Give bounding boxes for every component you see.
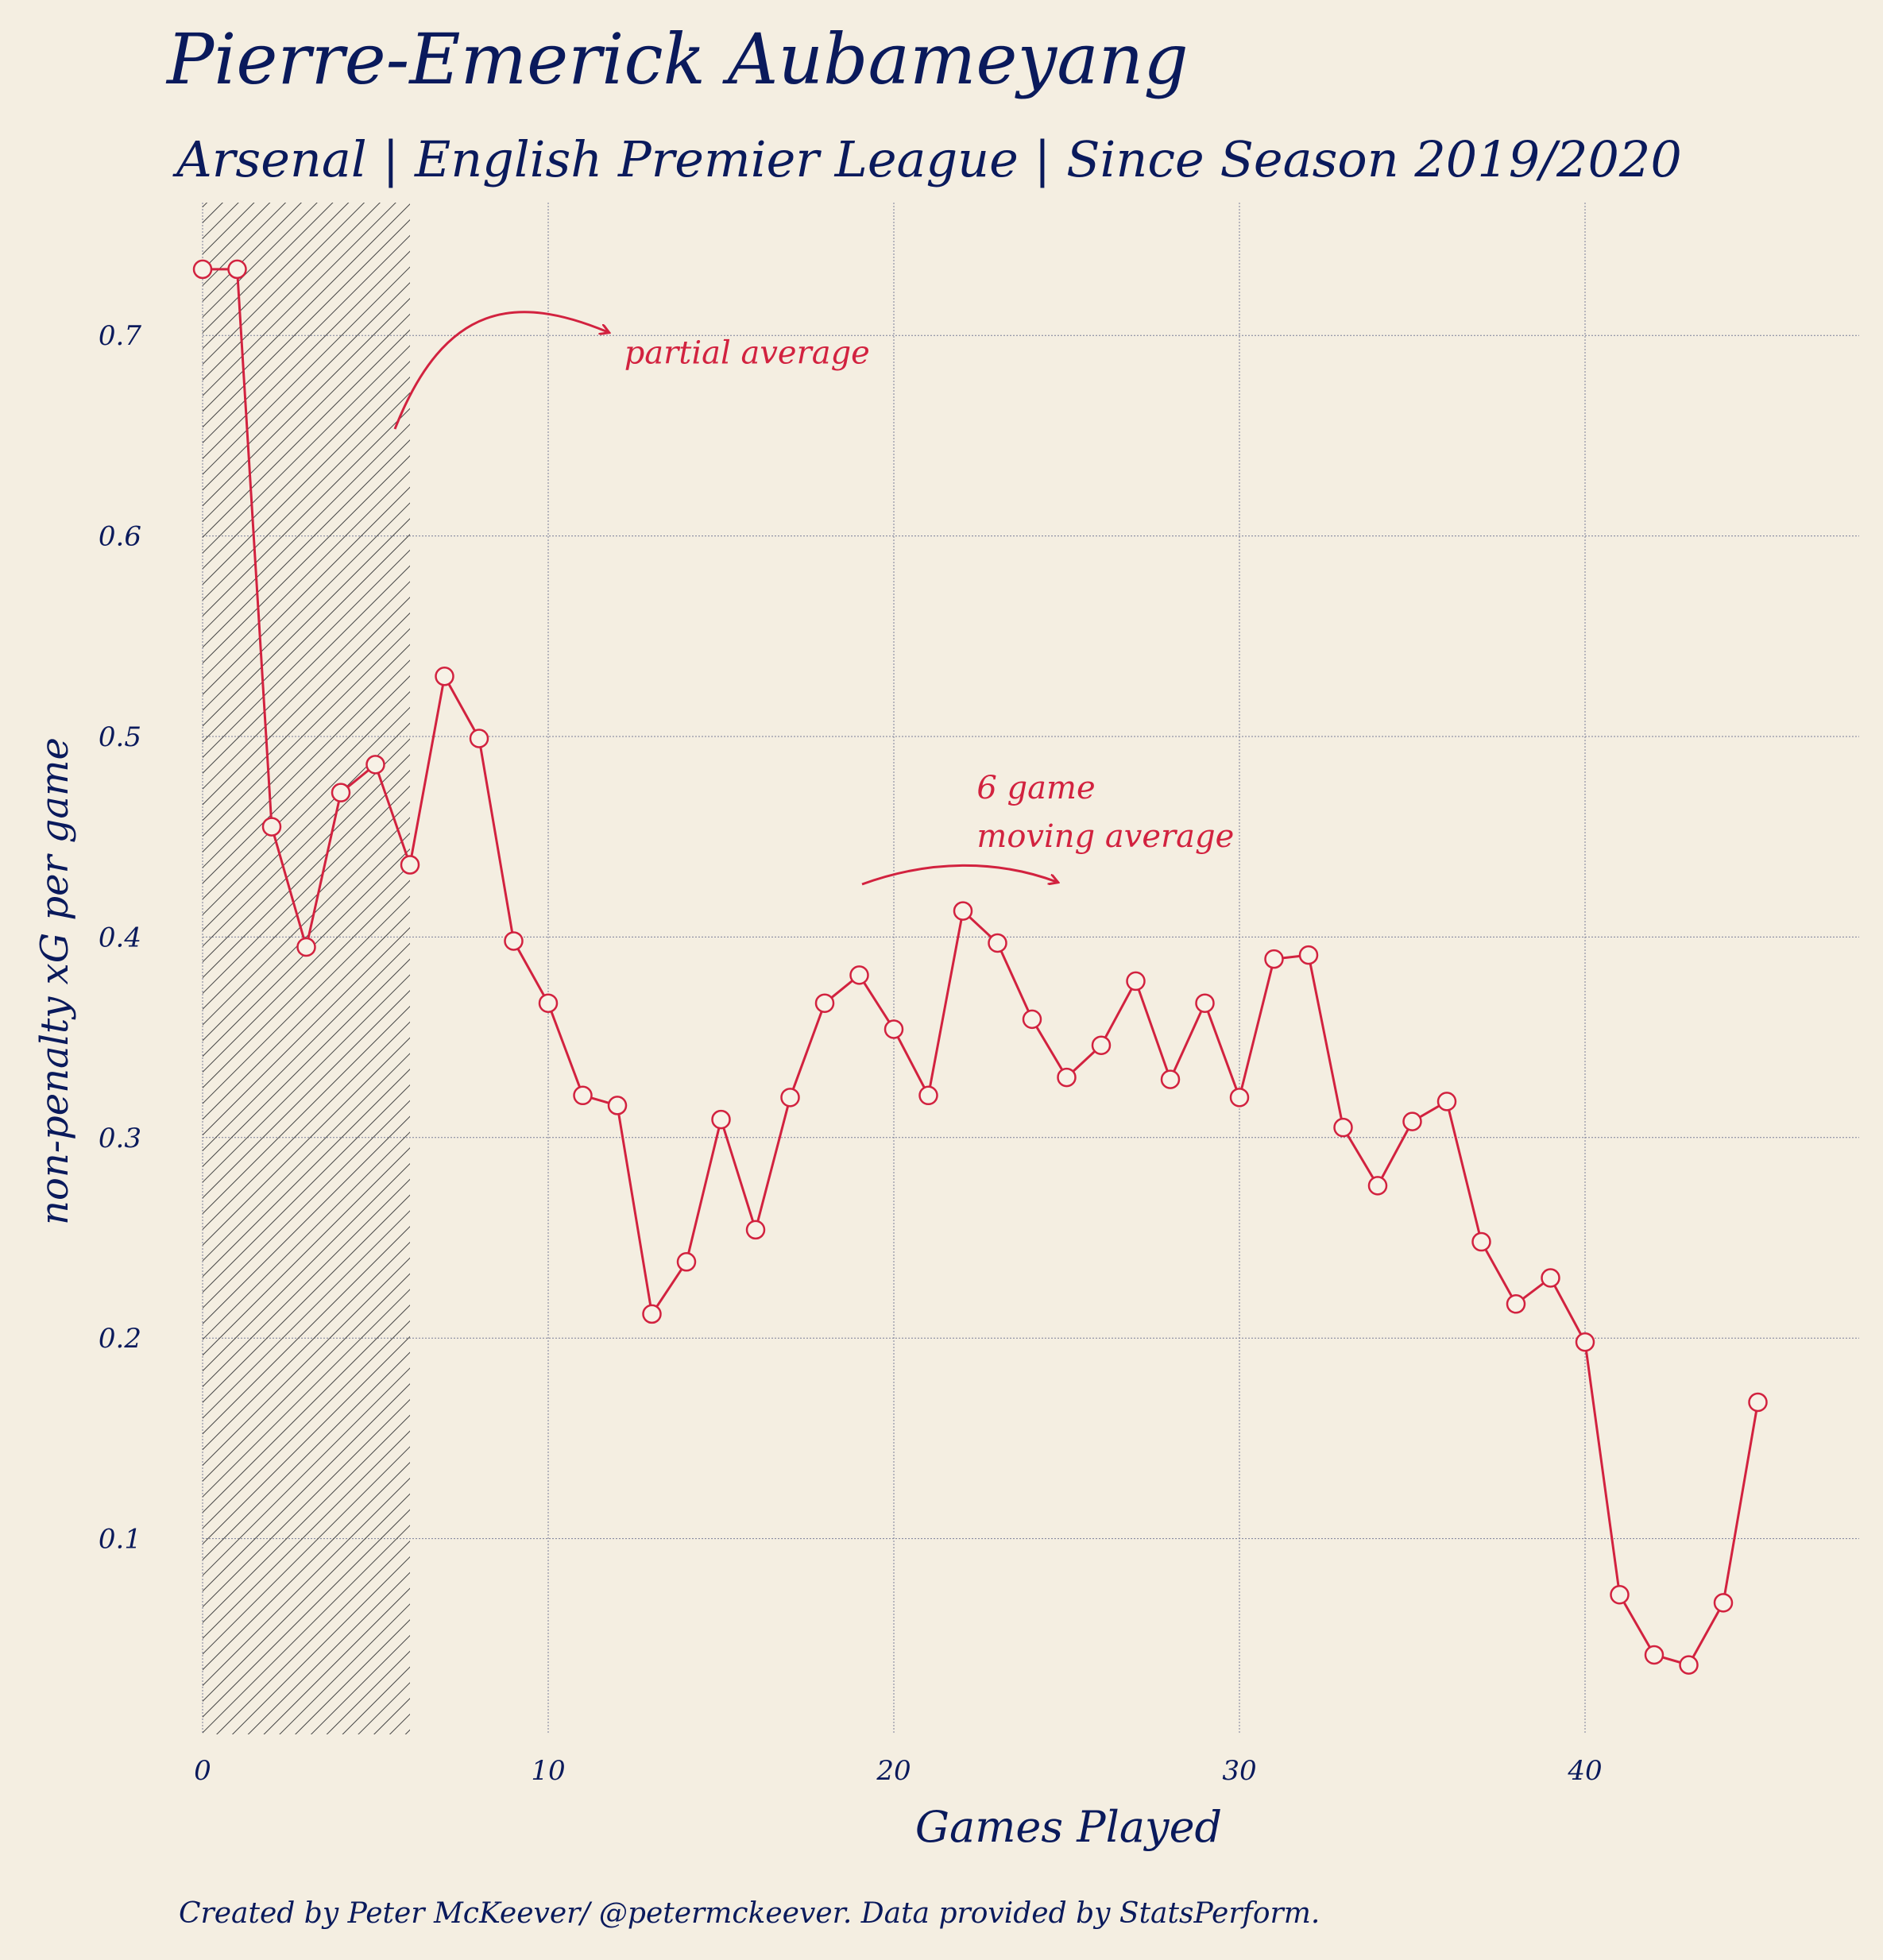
x-tick-label: 10: [531, 1755, 565, 1787]
annotations: partial average 6 game moving average: [624, 335, 1235, 855]
data-point: [780, 1088, 800, 1108]
chart-subtitle: Arsenal | English Premier League | Since…: [172, 130, 1682, 188]
y-tick-label: 0.7: [99, 320, 141, 352]
data-point: [1298, 945, 1319, 965]
data-point: [538, 993, 559, 1013]
data-point: [1610, 1585, 1630, 1605]
data-point: [435, 667, 454, 686]
data-point: [1748, 1392, 1768, 1413]
partial-average-shaded-region: [203, 203, 410, 1734]
data-point: [1506, 1294, 1526, 1314]
data-point: [711, 1109, 731, 1130]
x-tick-label: 0: [194, 1755, 211, 1787]
data-point: [676, 1252, 697, 1272]
data-point: [296, 937, 316, 957]
data-point: [400, 855, 420, 875]
x-axis-ticks: 0 10 20 30 40: [194, 1755, 1602, 1787]
data-point: [1333, 1117, 1353, 1138]
x-tick-label: 30: [1222, 1755, 1256, 1787]
data-point: [849, 965, 869, 985]
annotation-label: partial average: [624, 335, 870, 372]
data-point: [1057, 1067, 1077, 1088]
data-point: [1264, 949, 1284, 969]
y-tick-label: 0.3: [99, 1123, 141, 1154]
data-point: [607, 1096, 628, 1115]
y-tick-label: 0.4: [99, 922, 141, 953]
gridlines: [202, 203, 1859, 1734]
chart-title: Pierre-Emerick Aubameyang: [165, 18, 1189, 100]
series-moving-average: [192, 259, 1768, 1675]
data-point: [331, 783, 351, 802]
y-tick-label: 0.5: [99, 721, 141, 753]
data-point: [1091, 1035, 1112, 1055]
data-point: [1402, 1111, 1422, 1131]
data-point: [504, 931, 524, 951]
y-axis-label: non-penalty xG per game: [33, 737, 77, 1225]
data-point: [1436, 1092, 1457, 1111]
data-point: [1713, 1593, 1734, 1613]
data-point: [814, 993, 835, 1013]
data-point: [227, 259, 247, 280]
y-tick-label: 0.1: [99, 1524, 141, 1556]
data-point: [988, 933, 1007, 953]
data-point: [884, 1019, 904, 1039]
data-point: [1126, 971, 1146, 992]
data-point: [918, 1085, 938, 1106]
footer-credit: Created by Peter McKeever/ @petermckeeve…: [179, 1897, 1320, 1930]
x-tick-label: 40: [1567, 1755, 1602, 1787]
y-axis-ticks: 0.1 0.2 0.3 0.4 0.5 0.6 0.7: [99, 320, 141, 1555]
data-point: [1160, 1069, 1181, 1089]
moving-average-arrow: [861, 864, 1057, 884]
data-point: [1022, 1009, 1042, 1030]
data-point: [953, 901, 973, 921]
data-point: [1229, 1088, 1250, 1108]
data-point: [1367, 1176, 1388, 1196]
data-point: [261, 817, 282, 837]
annotation-label: 6 game: [976, 770, 1095, 806]
annotation-label: moving average: [976, 818, 1234, 855]
data-point: [573, 1085, 593, 1106]
data-point: [1679, 1655, 1699, 1675]
y-tick-label: 0.6: [99, 521, 141, 553]
data-point: [1541, 1268, 1560, 1288]
data-point: [1195, 993, 1215, 1013]
data-point: [1471, 1231, 1491, 1252]
data-point: [469, 729, 489, 748]
y-tick-label: 0.2: [99, 1323, 141, 1355]
data-point: [642, 1304, 662, 1324]
data-point: [1644, 1645, 1665, 1665]
data-point: [1575, 1332, 1595, 1352]
x-tick-label: 20: [876, 1755, 911, 1787]
data-point: [745, 1220, 766, 1240]
series-line: [203, 268, 1759, 1667]
data-point: [192, 259, 213, 280]
data-point: [365, 755, 385, 775]
x-axis-label: Games Played: [915, 1802, 1222, 1852]
partial-average-arrow: [393, 311, 608, 430]
